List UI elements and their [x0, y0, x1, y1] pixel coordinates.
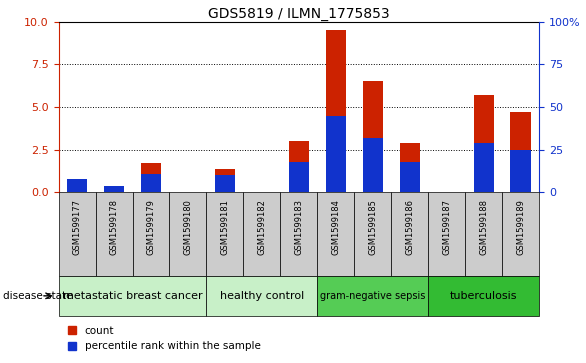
Bar [141, 163, 161, 192]
Text: GSM1599180: GSM1599180 [183, 199, 192, 255]
Text: GSM1599182: GSM1599182 [257, 199, 267, 255]
Bar [428, 192, 465, 276]
Text: healthy control: healthy control [220, 291, 304, 301]
Bar [473, 95, 494, 192]
Bar [391, 192, 428, 276]
Bar [289, 162, 309, 192]
Text: GSM1599185: GSM1599185 [368, 199, 377, 255]
Bar [214, 168, 235, 192]
Bar [473, 143, 494, 192]
Text: metastatic breast cancer: metastatic breast cancer [63, 291, 202, 301]
Bar [318, 192, 355, 276]
Bar [428, 276, 539, 316]
Text: disease state: disease state [3, 291, 73, 301]
Bar [400, 162, 420, 192]
Text: GSM1599186: GSM1599186 [406, 199, 414, 255]
Text: GSM1599188: GSM1599188 [479, 199, 488, 255]
Bar [132, 192, 169, 276]
Text: GSM1599189: GSM1599189 [516, 199, 525, 255]
Text: GSM1599183: GSM1599183 [294, 199, 304, 255]
Bar [502, 192, 539, 276]
Text: tuberculosis: tuberculosis [450, 291, 517, 301]
Bar [169, 192, 206, 276]
Bar [96, 192, 132, 276]
Bar [206, 192, 243, 276]
Bar [355, 192, 391, 276]
Title: GDS5819 / ILMN_1775853: GDS5819 / ILMN_1775853 [208, 7, 390, 21]
Bar [465, 192, 502, 276]
Bar [67, 179, 87, 192]
Text: gram-negative sepsis: gram-negative sepsis [320, 291, 425, 301]
Bar [243, 192, 280, 276]
Bar [214, 175, 235, 192]
Bar [206, 276, 318, 316]
Bar [289, 141, 309, 192]
Bar [510, 150, 531, 192]
Bar [326, 30, 346, 192]
Bar [510, 112, 531, 192]
Text: GSM1599181: GSM1599181 [220, 199, 230, 255]
Text: GSM1599178: GSM1599178 [110, 199, 118, 255]
Text: GSM1599179: GSM1599179 [146, 199, 155, 255]
Text: GSM1599187: GSM1599187 [442, 199, 451, 255]
Bar [67, 182, 87, 192]
Bar [363, 138, 383, 192]
Bar [400, 143, 420, 192]
Bar [326, 115, 346, 192]
Bar [141, 174, 161, 192]
Bar [104, 187, 124, 192]
Bar [318, 276, 428, 316]
Bar [59, 192, 96, 276]
Bar [59, 276, 206, 316]
Legend: count, percentile rank within the sample: count, percentile rank within the sample [64, 322, 265, 355]
Text: GSM1599184: GSM1599184 [331, 199, 340, 255]
Bar [280, 192, 318, 276]
Bar [363, 82, 383, 192]
Bar [104, 187, 124, 192]
Text: GSM1599177: GSM1599177 [73, 199, 81, 255]
